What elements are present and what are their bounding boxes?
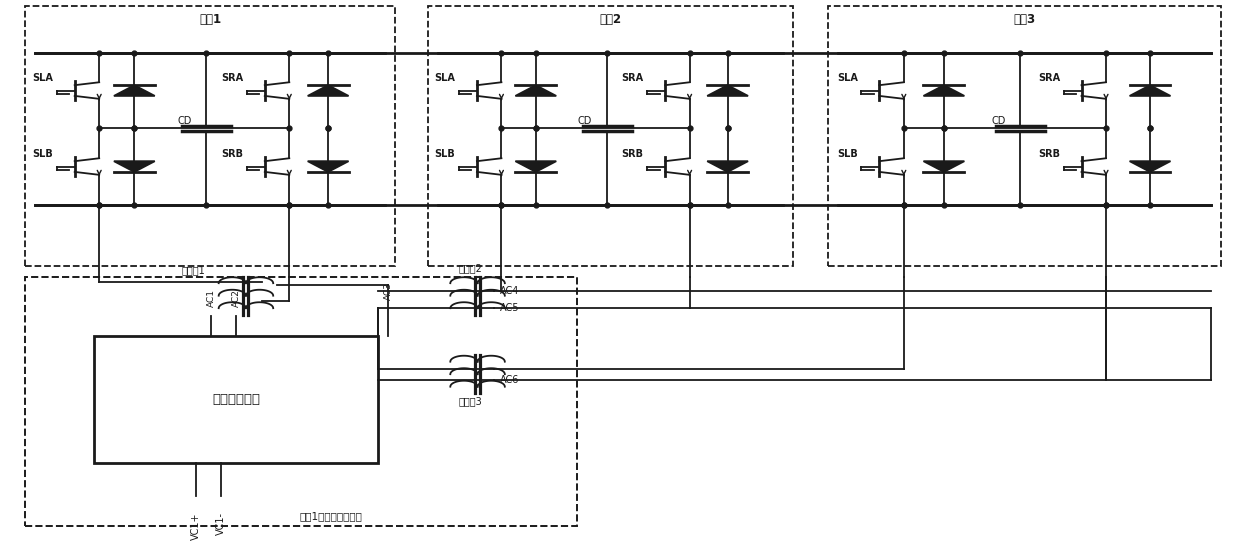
Text: AC5: AC5 xyxy=(500,302,520,312)
Text: SLA: SLA xyxy=(434,73,455,83)
Text: 链节3: 链节3 xyxy=(1013,13,1035,26)
Text: 链节1的控制电源装置: 链节1的控制电源装置 xyxy=(300,511,362,521)
Text: SRB: SRB xyxy=(221,149,243,159)
Polygon shape xyxy=(707,85,748,96)
Polygon shape xyxy=(114,85,155,96)
Text: SRA: SRA xyxy=(221,73,243,83)
Text: SRA: SRA xyxy=(621,73,644,83)
Text: AC1: AC1 xyxy=(207,289,216,307)
Text: SLA: SLA xyxy=(837,73,858,83)
Text: 链节1: 链节1 xyxy=(198,13,221,26)
Bar xyxy=(828,6,1220,266)
Text: 直流调压电源: 直流调压电源 xyxy=(212,393,260,406)
Text: 变压器2: 变压器2 xyxy=(459,263,482,273)
Text: AC2: AC2 xyxy=(232,289,241,307)
Bar xyxy=(26,6,394,266)
Text: AC6: AC6 xyxy=(500,375,520,385)
Polygon shape xyxy=(924,85,965,96)
Text: SRB: SRB xyxy=(1038,149,1060,159)
Text: VC1+: VC1+ xyxy=(191,512,201,540)
Polygon shape xyxy=(114,161,155,172)
Bar xyxy=(93,336,378,463)
Polygon shape xyxy=(1130,161,1171,172)
Text: SLB: SLB xyxy=(32,149,53,159)
Text: CD: CD xyxy=(177,116,191,126)
Text: SLB: SLB xyxy=(837,149,858,159)
Bar xyxy=(428,6,794,266)
Polygon shape xyxy=(924,161,965,172)
Polygon shape xyxy=(308,85,348,96)
Text: 链节2: 链节2 xyxy=(600,13,621,26)
Text: SRA: SRA xyxy=(1038,73,1060,83)
Text: CD: CD xyxy=(578,116,593,126)
Polygon shape xyxy=(1130,85,1171,96)
Text: AC4: AC4 xyxy=(500,287,520,296)
Text: SLA: SLA xyxy=(32,73,53,83)
Polygon shape xyxy=(707,161,748,172)
Bar xyxy=(26,277,577,526)
Polygon shape xyxy=(516,85,557,96)
Text: VC1-: VC1- xyxy=(216,512,226,535)
Text: 变压器1: 变压器1 xyxy=(181,265,206,275)
Polygon shape xyxy=(516,161,557,172)
Text: AC3: AC3 xyxy=(384,282,393,300)
Text: 变压器3: 变压器3 xyxy=(459,397,482,406)
Text: SRB: SRB xyxy=(621,149,644,159)
Polygon shape xyxy=(308,161,348,172)
Text: SLB: SLB xyxy=(434,149,455,159)
Text: CD: CD xyxy=(991,116,1006,126)
